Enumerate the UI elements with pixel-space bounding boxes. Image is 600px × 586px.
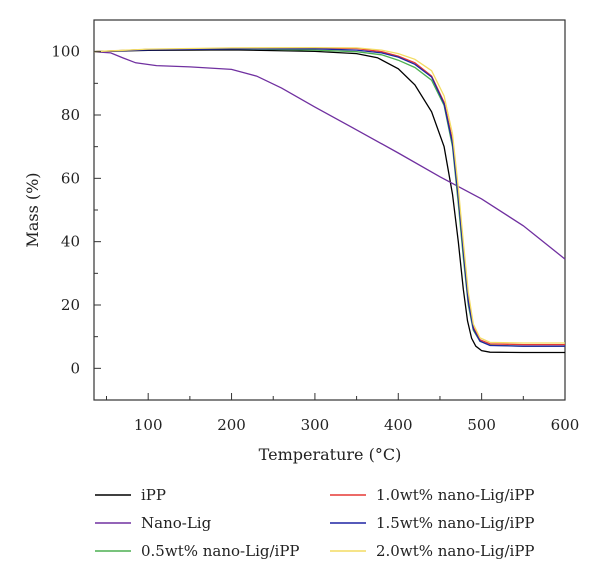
y-axis-label: Mass (%)	[23, 172, 42, 247]
y-tick-label: 60	[61, 169, 80, 187]
y-axis-ticks: 0 20 40 60 80 100	[51, 19, 101, 401]
y-tick-label: 20	[61, 296, 80, 314]
x-tick-label: 300	[301, 416, 330, 434]
x-tick-label: 400	[384, 416, 413, 434]
x-tick-label: 600	[551, 416, 580, 434]
x-axis-ticks: 100 200 300 400 500 600	[106, 393, 580, 434]
series-layer	[93, 46, 566, 354]
series-line-5	[93, 46, 565, 344]
series-line-3	[93, 47, 565, 346]
series-line-4	[93, 48, 565, 347]
y-tick-label: 80	[61, 106, 80, 124]
legend-label: iPP	[141, 486, 166, 504]
x-axis-label: Temperature (°C)	[259, 445, 402, 464]
series-line-2	[93, 48, 565, 347]
series-line-1	[93, 51, 566, 260]
x-tick-label: 200	[217, 416, 246, 434]
legend-label: 2.0wt% nano-Lig/iPP	[376, 542, 535, 560]
x-tick-label: 500	[467, 416, 496, 434]
y-tick-label: 40	[61, 233, 80, 251]
y-tick-label: 100	[51, 43, 80, 61]
series-line-0	[93, 49, 565, 354]
legend-label: 0.5wt% nano-Lig/iPP	[141, 542, 300, 560]
plot-area: 100 200 300 400 500 600 0 20 40 60 80 100	[51, 19, 580, 434]
legend: iPP Nano-Lig 0.5wt% nano-Lig/iPP 1.0wt% nan…	[95, 486, 535, 560]
legend-label: 1.0wt% nano-Lig/iPP	[376, 486, 535, 504]
y-tick-label: 0	[70, 359, 80, 377]
legend-label: Nano-Lig	[141, 514, 212, 532]
legend-label: 1.5wt% nano-Lig/iPP	[376, 514, 535, 532]
x-tick-label: 100	[134, 416, 163, 434]
